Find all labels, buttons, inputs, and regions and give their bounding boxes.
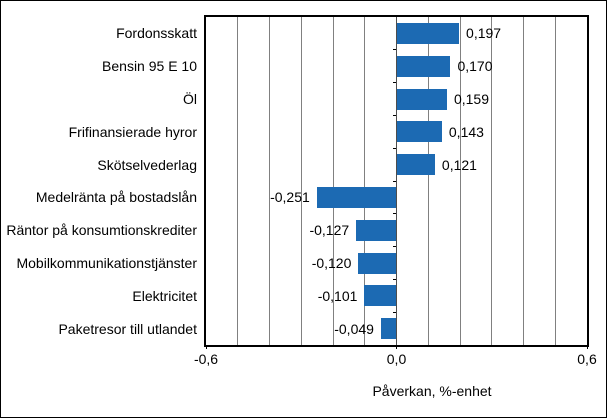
- category-axis-tick: [393, 114, 396, 116]
- bar: [396, 55, 451, 77]
- value-label: 0,143: [448, 123, 484, 140]
- bar: [358, 252, 397, 274]
- value-label: 0,121: [441, 156, 477, 173]
- category-label: Räntor på konsumtionskrediter: [6, 222, 197, 239]
- x-axis-title: Påverkan, %-enhet: [372, 383, 492, 399]
- category-label: Elektricitet: [132, 287, 197, 304]
- value-label: 0,159: [453, 91, 490, 107]
- category-axis-labels: Fordonsskatt Bensin 95 E 10 Öl Frifinansier…: [1, 17, 197, 345]
- bar: [356, 219, 397, 241]
- category-axis-tick: [393, 246, 396, 248]
- category-label: Bensin 95 E 10: [102, 58, 197, 75]
- bar: [316, 186, 397, 208]
- category-label: Medelränta på bostadslån: [35, 189, 197, 206]
- x-axis-tick: [205, 345, 207, 349]
- gridline: [300, 17, 302, 345]
- category-label: Paketresor till utlandet: [58, 320, 197, 337]
- category-axis-tick: [393, 82, 396, 84]
- bar: [396, 154, 435, 176]
- gridline: [364, 17, 366, 345]
- category-label: Frifinansierade hyror: [68, 123, 197, 140]
- gridline: [554, 17, 556, 345]
- value-label: 0,197: [466, 25, 502, 42]
- x-axis-tick: [396, 345, 397, 349]
- bar: [396, 88, 447, 110]
- x-axis-tick: [586, 345, 588, 349]
- gridline: [523, 17, 524, 345]
- category-label: Mobilkommunikationstjänster: [16, 255, 197, 271]
- value-label: -0,101: [317, 287, 358, 304]
- bar: [364, 285, 397, 307]
- value-label: 0,170: [457, 58, 493, 75]
- bar: [396, 22, 460, 44]
- category-label: Skötselvederlag: [97, 156, 197, 173]
- category-axis-tick: [393, 311, 396, 313]
- gridline: [459, 17, 461, 345]
- gridline: [269, 17, 270, 345]
- value-label: -0,120: [311, 255, 352, 271]
- plot-area: 0,197 0,170 0,159 0,143 0,121 -0,251 -0,127 -0,…: [194, 15, 597, 367]
- gridline: [427, 17, 429, 345]
- category-label: Öl: [183, 91, 197, 107]
- gridline: [491, 17, 493, 345]
- gridline: [237, 17, 239, 345]
- gridline: [332, 17, 334, 345]
- category-axis-tick: [393, 147, 396, 149]
- category-axis-tick: [393, 278, 396, 280]
- zero-axis-line: [396, 17, 397, 345]
- value-label: -0,127: [309, 222, 350, 239]
- category-axis-tick: [393, 213, 396, 215]
- x-tick-label: -0,6: [193, 351, 219, 367]
- value-label: -0,049: [334, 320, 374, 337]
- value-label: -0,251: [270, 189, 310, 206]
- x-tick-label: 0,6: [577, 351, 597, 367]
- category-axis-tick: [393, 180, 396, 182]
- category-label: Fordonsskatt: [116, 25, 197, 42]
- bar: [380, 318, 397, 340]
- category-axis-tick: [393, 49, 396, 51]
- bar: [396, 121, 442, 143]
- x-tick-label: 0,0: [386, 351, 407, 367]
